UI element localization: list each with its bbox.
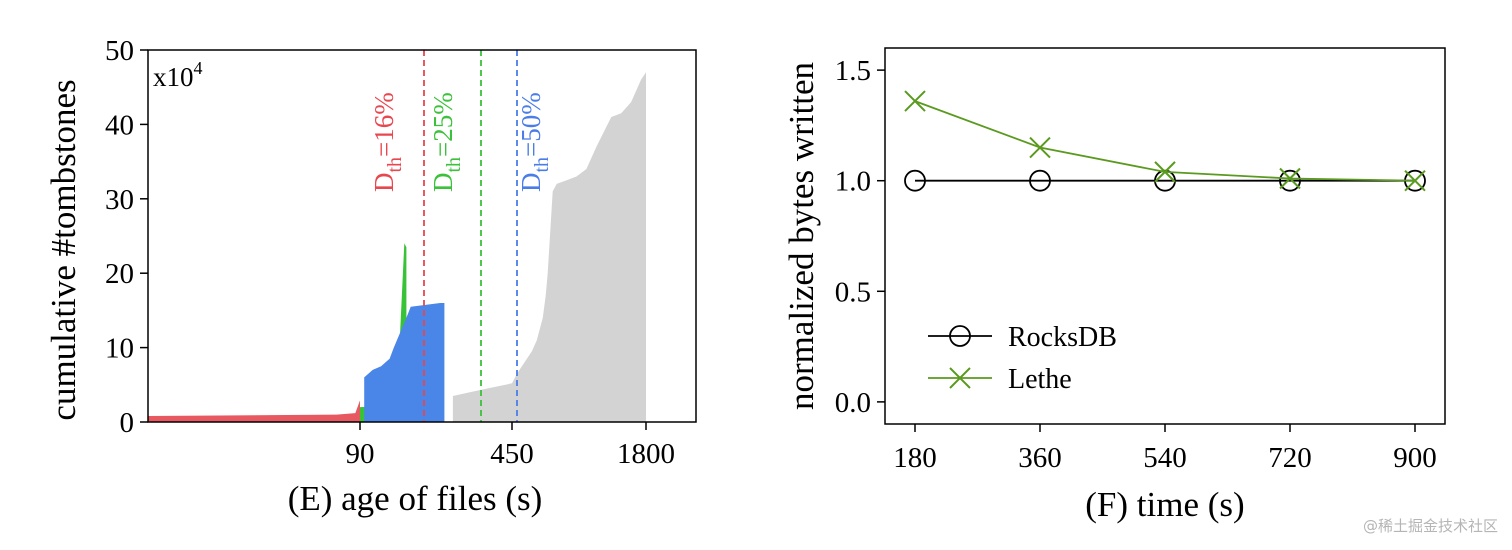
f-series-group [904,90,1426,192]
e-ytick-label: 0 [120,407,135,439]
f-point-rocksdb [1029,169,1051,192]
chart-f: 0.0 0.5 1.0 1.5 180 360 540 720 900 RocksDB Let… [782,47,1446,524]
chart-e: Dth=16% Dth=25% Dth=50% 0 10 20 30 40 50 90 450 1… [44,35,697,518]
f-xtick-label: 720 [1268,442,1312,474]
f-point-lethe [1279,167,1301,190]
e-y-multiplier: x104 [153,58,203,92]
f-xtick-label: 540 [1143,442,1187,474]
f-point-rocksdb [1279,169,1301,192]
f-xtick-label: 180 [893,442,937,474]
f-y-axis-label: normalized bytes written [782,62,821,410]
f-x-axis: 180 360 540 720 900 [893,424,1437,474]
e-x-axis: 90 450 1800 [346,422,675,470]
e-ytick-label: 10 [105,333,134,365]
e-xtick-label: 450 [490,438,534,470]
e-y-axis: 0 10 20 30 40 50 [105,35,148,439]
f-point-lethe [1404,169,1426,192]
f-legend: RocksDB Lethe [928,322,1117,395]
f-point-lethe [904,90,926,112]
legend-rocksdb-marker [949,325,971,347]
e-ytick-label: 50 [105,35,134,67]
f-xtick-label: 360 [1018,442,1062,474]
f-point-lethe [1029,136,1051,159]
f-ytick-label: 1.5 [835,55,871,87]
f-ytick-label: 0.5 [835,276,871,308]
watermark: @稀土掘金技术社区 [1362,517,1498,535]
f-ytick-label: 0.0 [835,387,871,419]
e-threshold-label-0: Dth=16% [369,92,406,192]
e-area-series-3 [452,72,646,423]
e-xtick-label: 1800 [617,438,675,470]
e-ytick-label: 40 [105,109,134,141]
e-threshold-lines: Dth=16% Dth=25% Dth=50% [369,50,553,422]
e-threshold-label-2: Dth=50% [516,92,553,192]
f-series-line-lethe [914,100,1416,182]
f-xtick-label: 900 [1393,442,1437,474]
f-y-axis: 0.0 0.5 1.0 1.5 [835,55,885,419]
e-ytick-label: 20 [105,258,134,290]
e-ytick-label: 30 [105,184,134,216]
e-xtick-label: 90 [346,438,375,470]
e-area-series-0 [148,400,360,422]
f-ytick-label: 1.0 [835,166,871,198]
e-y-axis-label: cumulative #tombstones [44,79,83,420]
f-point-rocksdb [904,169,926,192]
f-x-axis-label: (F) time (s) [1085,485,1244,524]
e-threshold-label-1: Dth=25% [428,92,465,192]
legend-lethe-label: Lethe [1008,364,1072,395]
e-x-axis-label: (E) age of files (s) [288,479,543,518]
e-plot-frame [147,49,697,423]
f-point-lethe [1154,161,1176,183]
legend-lethe-marker [949,367,971,389]
legend-rocksdb-label: RocksDB [1008,322,1117,353]
